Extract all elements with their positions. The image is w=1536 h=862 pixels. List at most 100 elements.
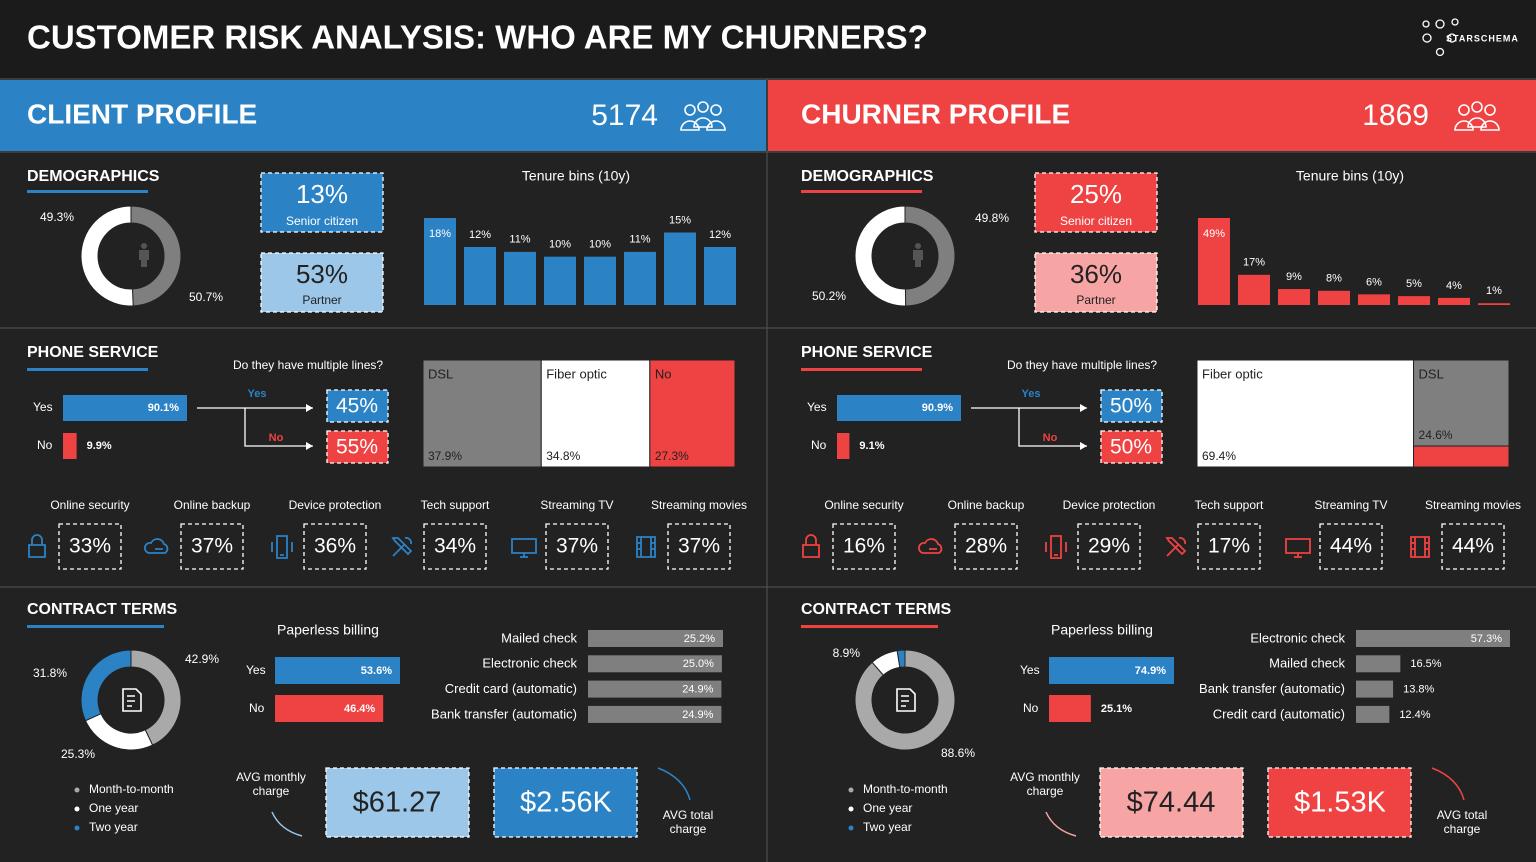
treemap-cell [1413, 445, 1510, 468]
heading-underline [27, 368, 148, 371]
donut-slice [896, 649, 906, 668]
bar-label: 9.9% [87, 440, 112, 452]
bar-label: 10% [589, 239, 611, 251]
bar [63, 433, 77, 459]
service-name: Streaming movies [1425, 498, 1521, 512]
legend-dot [848, 806, 854, 812]
donut-label: 31.8% [33, 666, 67, 680]
legend-label: Month-to-month [863, 782, 948, 796]
bar-label: 90.1% [148, 402, 179, 414]
heading-underline [27, 190, 148, 193]
section-heading: CONTRACT TERMS [27, 601, 178, 618]
kpi-value: 37% [191, 535, 233, 558]
donut-label: 88.6% [941, 746, 975, 760]
section-heading: DEMOGRAPHICS [27, 168, 160, 185]
treemap-cell [1413, 359, 1510, 447]
legend-label: One year [863, 801, 912, 815]
service-name: Device protection [1063, 498, 1156, 512]
person-icon [889, 243, 901, 266]
bar-label: 74.9% [1135, 665, 1166, 677]
kpi-box [1100, 430, 1163, 464]
panel-title: CLIENT PROFILE [27, 98, 257, 129]
bar-category: No [37, 438, 53, 452]
arrow-label: No [1043, 432, 1058, 444]
kpi-value: 44% [1330, 535, 1372, 558]
donut-slice [80, 205, 134, 307]
icon-part [680, 120, 700, 131]
bar-label: 10% [549, 239, 571, 251]
kpi-box [545, 523, 609, 570]
donut-label: 49.3% [40, 210, 74, 224]
kpi-value: 16% [843, 535, 885, 558]
bar-category: No [811, 438, 827, 452]
kpi-value: 50% [1110, 436, 1152, 459]
deco-arrow [1045, 811, 1077, 837]
bar [1398, 296, 1430, 305]
donut-label: 50.2% [812, 289, 846, 303]
kpi-box [493, 767, 638, 838]
bar [1049, 695, 1091, 722]
service-icon [1045, 535, 1067, 559]
bar [1198, 218, 1230, 305]
bar [1318, 290, 1350, 305]
bar-category: Yes [33, 400, 53, 414]
bar [588, 680, 722, 698]
chart-title: Tenure bins (10y) [522, 168, 630, 184]
kpi-caption: AVG total charge [662, 808, 714, 836]
treemap-name: Fiber optic [546, 366, 607, 381]
kpi-box [1319, 523, 1383, 570]
bar-label: 46.4% [344, 703, 375, 715]
kpi-box [954, 523, 1018, 570]
kpi-box [260, 172, 384, 233]
kpi-box [1099, 767, 1244, 838]
icon-part [710, 104, 722, 116]
icon-part [693, 117, 713, 128]
panel-count: 5174 [591, 99, 658, 132]
kpi-box [1267, 767, 1412, 838]
kpi-box [1441, 523, 1505, 570]
service-icon [391, 537, 413, 557]
treemap-value: 27.3% [655, 449, 689, 463]
kpi-box [1034, 252, 1158, 313]
bar [1049, 657, 1174, 684]
question: Do they have multiple lines? [1007, 358, 1157, 372]
service-icon [1285, 538, 1311, 558]
person-icon [913, 243, 923, 267]
arrow-label: Yes [248, 388, 267, 400]
donut-slice [854, 205, 907, 307]
kpi-caption-box: AVG monthly charge [236, 770, 306, 798]
bar-category: Bank transfer (automatic) [1199, 681, 1345, 696]
person-icon [115, 243, 127, 266]
panel-count: 1869 [1362, 99, 1429, 132]
bar [1478, 303, 1510, 305]
bar [837, 433, 850, 459]
bar-label: 12% [709, 229, 731, 241]
kpi-value: $2.56K [520, 787, 613, 819]
kpi-box [423, 523, 487, 570]
icon-part [706, 120, 726, 131]
bar-label: 6% [1366, 276, 1382, 288]
header-bg [0, 0, 1536, 78]
bar-category: Yes [807, 400, 827, 414]
section-heading: PHONE SERVICE [801, 344, 933, 361]
donut-slice [130, 205, 182, 307]
kpi-box [832, 523, 896, 570]
bar [275, 657, 400, 684]
service-name: Streaming movies [651, 498, 747, 512]
arrow-head [306, 442, 313, 450]
kpi-value: 55% [336, 436, 378, 459]
people-icon [680, 101, 726, 131]
service-name: Streaming TV [1314, 498, 1387, 512]
service-name: Tech support [421, 498, 490, 512]
icon-part [1484, 104, 1496, 116]
bar-label: 16.5% [1410, 658, 1441, 670]
bar-label: 9.1% [859, 440, 884, 452]
arrow-head [306, 404, 313, 412]
heading-underline [27, 625, 164, 628]
service-icon [802, 534, 820, 558]
legend-label: One year [89, 801, 138, 815]
kpi-caption: AVG monthly charge [236, 770, 306, 798]
treemap-name: DSL [1419, 366, 1444, 381]
kpi-value: 28% [965, 535, 1007, 558]
